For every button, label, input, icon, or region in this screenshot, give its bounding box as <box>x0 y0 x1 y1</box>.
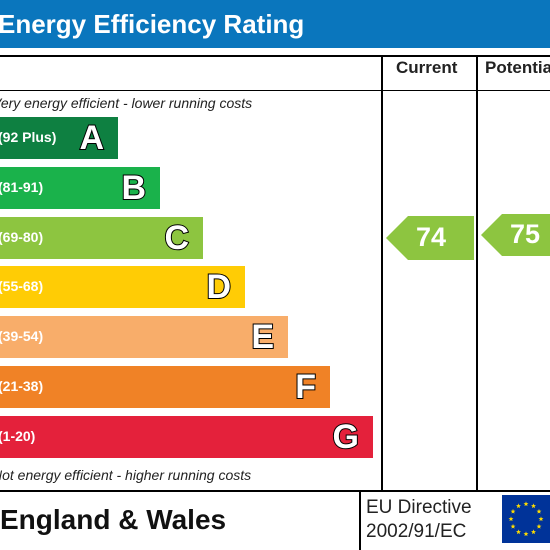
band-letter: F <box>294 367 317 407</box>
eu-flag-star <box>510 508 516 514</box>
band-e: (39-54) E <box>0 316 288 358</box>
eu-flag-star <box>510 523 516 529</box>
current-rating-shape <box>386 216 474 260</box>
footer-region: England & Wales <box>0 504 227 535</box>
eu-flag-star <box>531 503 536 509</box>
eu-flag-star <box>536 523 542 529</box>
band-letter: C <box>163 218 190 258</box>
band-letter: B <box>120 168 147 208</box>
band-range: (55-68) <box>0 278 44 294</box>
eu-flag-star <box>516 529 521 535</box>
eu-flag-star <box>508 516 514 522</box>
directive-line-2: 2002/91/EC <box>366 521 467 542</box>
directive-line-1: EU Directive <box>366 497 472 518</box>
frame-footer-divider <box>359 490 361 550</box>
eu-flag-star <box>536 508 542 514</box>
column-header-current: Current <box>396 58 458 77</box>
band-letter: D <box>205 267 232 307</box>
top-note: Very energy efficient - lower running co… <box>0 95 253 111</box>
band-range: (39-54) <box>0 328 44 344</box>
frame-footer-top <box>0 490 550 492</box>
eu-flag-star <box>523 501 529 507</box>
potential-rating-value: 75 <box>510 219 541 249</box>
band-range: (69-80) <box>0 229 44 245</box>
frame-header-bottom <box>0 90 550 91</box>
potential-rating-shape <box>481 214 550 256</box>
eu-flag-star <box>516 503 521 509</box>
bottom-note: Not energy efficient - higher running co… <box>0 467 252 483</box>
band-g: (1-20) G <box>0 416 373 458</box>
eu-flag-icon <box>502 495 550 543</box>
eu-flag-star <box>538 516 544 522</box>
eu-flag-star <box>531 529 536 535</box>
frame-divider-current <box>381 55 383 490</box>
band-letter: G <box>332 417 360 457</box>
band-letter: A <box>78 118 105 158</box>
band-b: (81-91) B <box>0 167 160 209</box>
band-range: (81-91) <box>0 179 44 195</box>
column-header-potential: Potential <box>485 58 550 77</box>
band-range: (92 Plus) <box>0 129 57 145</box>
current-rating-value: 74 <box>416 222 447 252</box>
potential-rating-arrow <box>481 214 550 256</box>
eu-flag-star <box>523 531 529 537</box>
band-d: (55-68) D <box>0 266 245 308</box>
frame-divider-potential <box>476 55 478 490</box>
band-letter: E <box>250 317 275 357</box>
frame-top <box>0 55 550 57</box>
title-bar: Energy Efficiency Rating <box>0 0 550 48</box>
band-range: (1-20) <box>0 428 36 444</box>
band-f: (21-38) F <box>0 366 330 408</box>
band-a: (92 Plus) A <box>0 117 118 159</box>
current-rating-arrow <box>386 216 474 260</box>
band-c: (69-80) C <box>0 217 203 259</box>
page-title: Energy Efficiency Rating <box>0 9 305 39</box>
band-range: (21-38) <box>0 378 44 394</box>
